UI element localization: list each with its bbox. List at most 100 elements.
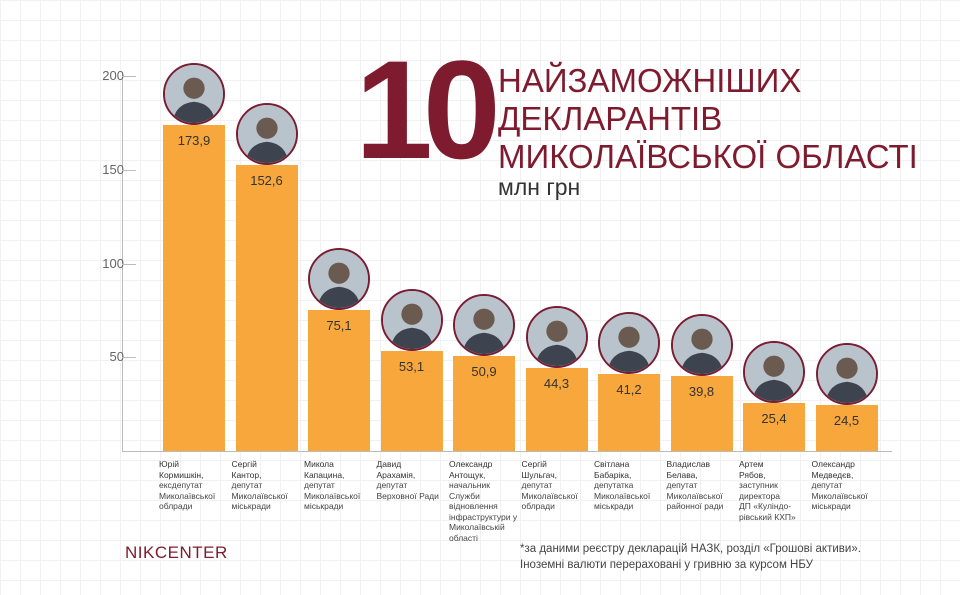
data-label: 25,4 bbox=[761, 411, 787, 427]
y-tick-label: 100 bbox=[102, 255, 124, 271]
y-tick-mark bbox=[122, 263, 136, 265]
person-label: Давид Арахамія, депутат Верховної Ради bbox=[377, 459, 447, 501]
person-role: заступник bbox=[739, 480, 778, 490]
person-name: Кантор, bbox=[231, 469, 262, 480]
person-label: Олександр Антощук, начальник Служби відновл… bbox=[449, 459, 519, 543]
y-axis bbox=[122, 72, 123, 452]
person-role: депутат bbox=[231, 480, 263, 490]
person-role: міськради bbox=[231, 501, 271, 511]
person-photo bbox=[670, 314, 733, 377]
person-label: Юрій Кормишкін, ексдепутат Миколаївської обл… bbox=[159, 459, 229, 512]
title-line: ДЕКЛАРАНТІВ bbox=[498, 100, 723, 137]
person-role: міськради bbox=[304, 501, 344, 511]
person-role: рівський КХП» bbox=[739, 511, 796, 522]
footnote-line: Іноземні валюти перераховані у гривню за… bbox=[520, 559, 813, 571]
person-role: міськради bbox=[594, 501, 634, 511]
footnote: *за даними реєстру декларацій НАЗК, розд… bbox=[520, 541, 861, 573]
data-label: 39,8 bbox=[688, 384, 715, 400]
person-photo bbox=[380, 289, 443, 352]
chart-title: НАЙЗАМОЖНІШИХ ДЕКЛАРАНТІВ МИКОЛАЇВСЬКОЇ … bbox=[498, 62, 918, 176]
person-role: Миколаївській bbox=[449, 522, 505, 532]
person-role: начальник Служби bbox=[449, 480, 490, 501]
person-role: Миколаївської bbox=[666, 490, 723, 501]
person-photo bbox=[308, 248, 370, 311]
person-role: депутатка bbox=[594, 480, 634, 490]
person-name: Антощук, bbox=[449, 469, 486, 480]
person-label: Сергій Кантор, депутат Миколаївської міськра… bbox=[232, 459, 302, 512]
person-name: Юрій bbox=[159, 459, 179, 469]
person-photo bbox=[163, 62, 225, 125]
person-role: облради bbox=[159, 501, 193, 511]
title-line: МИКОЛАЇВСЬКОЇ ОБЛАСТІ bbox=[498, 138, 918, 175]
footnote-line: *за даними реєстру декларацій НАЗК, розд… bbox=[520, 543, 861, 555]
bar bbox=[670, 376, 733, 451]
person-name: Давид bbox=[376, 459, 402, 469]
person-name: Бабаріка, bbox=[594, 469, 632, 480]
y-tick-label: 50 bbox=[109, 349, 124, 365]
person-role: Миколаївської bbox=[231, 490, 288, 501]
person-role: ексдепутат bbox=[159, 480, 203, 490]
person-role: депутат bbox=[666, 480, 698, 490]
person-role: районної ради bbox=[666, 501, 724, 511]
person-name: Медведєв, bbox=[811, 469, 854, 480]
data-label: 24,5 bbox=[833, 413, 860, 429]
person-role: директора bbox=[739, 490, 780, 501]
person-name: Артем bbox=[739, 459, 764, 469]
person-photo bbox=[815, 343, 878, 406]
person-role: відновлення bbox=[449, 501, 498, 511]
person-photo bbox=[235, 102, 298, 165]
person-name: Сергій bbox=[231, 459, 257, 469]
person-name: Кормишкін, bbox=[159, 469, 204, 480]
person-photo bbox=[525, 305, 588, 368]
bar bbox=[743, 403, 805, 451]
data-label: 41,2 bbox=[616, 381, 642, 397]
person-role: депутат bbox=[376, 480, 408, 490]
person-role: Миколаївської bbox=[159, 490, 216, 501]
person-label: Світлана Бабаріка, депутатка Миколаївської м… bbox=[594, 459, 664, 512]
person-photo bbox=[598, 311, 660, 374]
person-name: Микола bbox=[304, 459, 334, 469]
data-label: 152,6 bbox=[250, 172, 283, 188]
data-label: 75,1 bbox=[326, 318, 352, 334]
person-role: облради bbox=[521, 501, 555, 511]
unit-label: млн грн bbox=[498, 174, 581, 200]
person-name: Белава, bbox=[666, 469, 698, 480]
x-axis bbox=[122, 451, 892, 452]
bar bbox=[163, 124, 225, 451]
person-name: Арахамія, bbox=[376, 469, 416, 480]
person-role: Миколаївської bbox=[811, 490, 868, 501]
data-label: 173,9 bbox=[177, 132, 211, 148]
person-name: Владислав bbox=[666, 459, 711, 469]
person-label: Артем Рябов, заступник директора ДП «Куліндо… bbox=[739, 459, 809, 522]
person-photo bbox=[453, 293, 515, 356]
person-name: Рябов, bbox=[739, 469, 766, 480]
data-label: 53,1 bbox=[398, 359, 425, 375]
title-line: НАЙЗАМОЖНІШИХ bbox=[498, 62, 802, 99]
person-role: інфраструктури у bbox=[449, 511, 518, 522]
person-label: Владислав Белава, депутат Миколаївської райо… bbox=[667, 459, 737, 512]
person-label: Микола Капацина, депутат Миколаївської міськ… bbox=[304, 459, 374, 512]
person-name: Сергій bbox=[521, 459, 547, 469]
bar bbox=[453, 355, 515, 451]
person-label: Сергій Шульгач, депутат Миколаївської облрад… bbox=[522, 459, 592, 512]
person-role: Миколаївської bbox=[521, 490, 578, 501]
person-name: Світлана bbox=[594, 459, 630, 469]
data-label: 44,3 bbox=[543, 375, 570, 391]
person-role: депутат bbox=[811, 480, 843, 490]
bar bbox=[598, 373, 660, 451]
bar bbox=[235, 164, 298, 451]
y-tick-mark bbox=[122, 357, 136, 359]
person-name: Шульгач, bbox=[521, 469, 558, 480]
logo: NIKCENTER bbox=[125, 543, 228, 562]
person-label: Олександр Медведєв, депутат Миколаївської мі… bbox=[812, 459, 882, 512]
person-role: ДП «Куліндо- bbox=[739, 501, 792, 511]
person-role: області bbox=[449, 532, 478, 543]
person-name: Олександр bbox=[811, 459, 855, 469]
y-tick-label: 200 bbox=[102, 68, 124, 83]
title-number: 10 bbox=[355, 31, 501, 188]
person-role: депутат bbox=[304, 480, 335, 490]
person-photo bbox=[743, 341, 805, 404]
data-label: 50,9 bbox=[471, 363, 497, 379]
y-tick-label: 150 bbox=[102, 161, 124, 177]
